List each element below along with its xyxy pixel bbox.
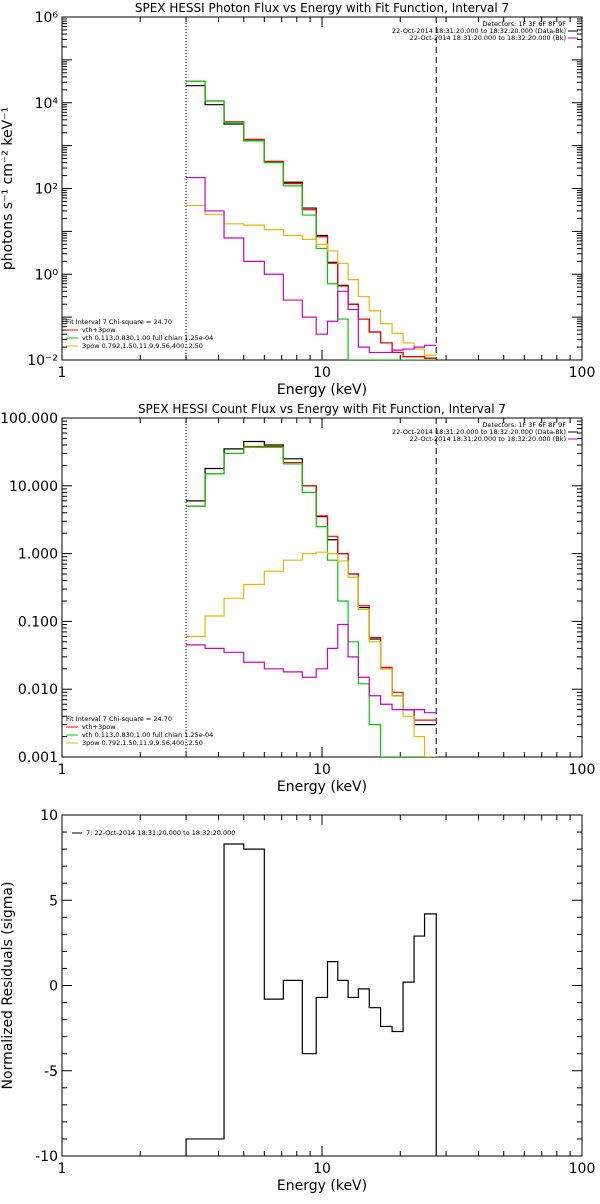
y-tick-label: 10⁶ (35, 10, 59, 26)
y-tick-label: 10⁰ (35, 267, 59, 283)
plot-frame (61, 16, 583, 361)
fit-legend-entry: 3pow 0.792,1.50,11.9,9.56,400.,2.50 (82, 739, 203, 747)
y-tick-label: 1.000 (18, 547, 58, 563)
y-tick-label: -10 (35, 1149, 58, 1165)
y-tick-label: 100.000 (0, 411, 58, 427)
chart-title: SPEX HESSI Count Flux vs Energy with Fit… (138, 402, 506, 416)
residual-legend-entry: 7: 22-Oct-2014 18:31:20.000 to 18:32:20.… (86, 829, 235, 837)
series-vth (186, 80, 437, 360)
y-tick-label: 0.001 (18, 750, 58, 766)
chart-title: SPEX HESSI Photon Flux vs Energy with Fi… (135, 1, 509, 15)
series-vth (186, 446, 437, 757)
legend-entry: 22-Oct-2014 18:31:20.000 to 18:32:20.000… (392, 27, 566, 35)
y-tick-label: 10 (40, 808, 58, 824)
legend-entry: 22-Oct-2014 18:31:20.000 to 18:32:20.000… (410, 34, 566, 42)
y-tick-label: 10.000 (9, 479, 58, 495)
series-7 (185, 843, 437, 1156)
fit-legend-entry: vth 0.113,0.830,1.00 full chian 1.25e-04 (82, 731, 213, 739)
y-tick-label: 0.010 (18, 682, 58, 698)
series-vth-3pow (186, 445, 437, 721)
legend-entry: 22-Oct-2014 18:31:20.000 to 18:32:20.000… (410, 435, 566, 443)
y-axis-label: photons s⁻¹ cm⁻² keV⁻¹ (0, 107, 16, 270)
x-tick-label: 10 (313, 365, 331, 381)
x-axis-label: Energy (keV) (277, 382, 367, 398)
x-tick-label: 1 (58, 762, 67, 778)
y-tick-label: 10⁻² (27, 353, 58, 369)
y-tick-label: 10² (35, 182, 58, 198)
legend-heading: Detectors: 1F 3F 6F 8F 9F (482, 421, 566, 429)
fit-legend-entry: 3pow 0.792,1.50,11.9,9.56,400.,2.50 (82, 342, 203, 350)
x-axis-label: Energy (keV) (277, 779, 367, 795)
legend-entry: 22-Oct-2014 18:31:20.000 to 18:32:20.000… (392, 428, 566, 436)
series-3pow (186, 551, 437, 757)
y-tick-label: 0.100 (18, 614, 58, 630)
y-axis-label: Normalized Residuals (sigma) (0, 882, 16, 1090)
y-tick-label: 5 (49, 893, 58, 909)
series-bk (186, 623, 437, 714)
plot-frame (61, 417, 583, 758)
series-bk (186, 176, 437, 354)
fit-legend-entry: vth+3pow (82, 326, 116, 334)
x-tick-label: 100 (569, 762, 596, 778)
x-tick-label: 1 (58, 365, 67, 381)
chart-count: SPEX HESSI Count Flux vs Energy with Fit… (0, 402, 595, 795)
legend-heading: Detectors: 1F 3F 6F 8F 9F (482, 20, 566, 28)
y-tick-label: 10⁴ (35, 96, 59, 112)
fit-legend-entry: vth 0.113,0.830,1.00 full chian 1.25e-04 (82, 334, 213, 342)
fit-legend-heading: Fit Interval 7 Chi-square = 24.70 (66, 715, 172, 723)
x-tick-label: 1 (58, 1161, 67, 1177)
fit-legend-entry: vth+3pow (82, 723, 116, 731)
series-3pow (186, 204, 437, 356)
x-tick-label: 100 (569, 365, 596, 381)
x-tick-label: 10 (313, 762, 331, 778)
chart-photon: SPEX HESSI Photon Flux vs Energy with Fi… (0, 1, 595, 398)
y-tick-label: 0 (49, 979, 58, 995)
fit-legend-heading: Fit Interval 7 Chi-square = 24.70 (66, 318, 172, 326)
x-tick-label: 100 (569, 1161, 596, 1177)
series-data-bk (186, 440, 437, 726)
y-tick-label: -5 (44, 1064, 58, 1080)
x-axis-label: Energy (keV) (277, 1178, 367, 1194)
plot-frame (61, 814, 583, 1157)
x-tick-label: 10 (313, 1161, 331, 1177)
